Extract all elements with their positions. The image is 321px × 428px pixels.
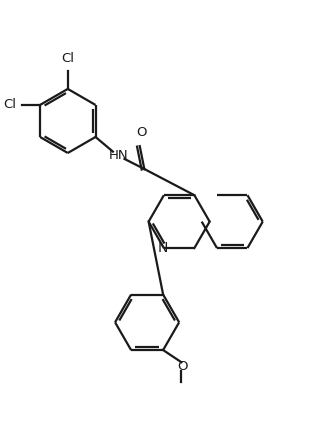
Text: HN: HN bbox=[108, 149, 128, 162]
Text: Cl: Cl bbox=[4, 98, 17, 111]
Text: O: O bbox=[177, 360, 187, 373]
Text: O: O bbox=[136, 126, 146, 140]
Text: Cl: Cl bbox=[61, 52, 74, 65]
Text: N: N bbox=[158, 241, 169, 255]
